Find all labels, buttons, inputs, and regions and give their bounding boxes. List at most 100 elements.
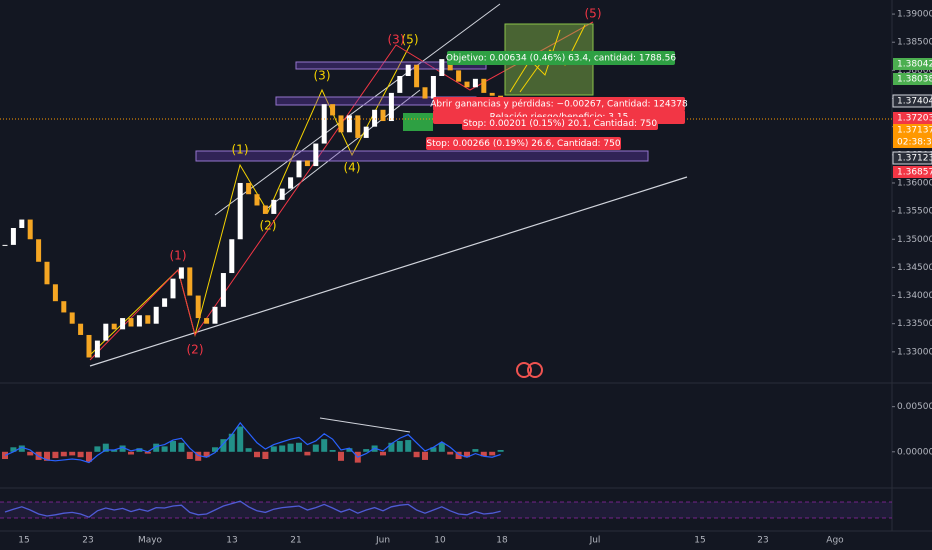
histogram-bar <box>304 451 311 456</box>
order-label: Objetivo: 0.00634 (0.46%) 63.4, cantidad… <box>446 54 676 64</box>
y-tick-label: 1.33500 <box>897 319 932 329</box>
x-tick-label: 15 <box>18 536 29 546</box>
histogram-bar <box>228 433 235 452</box>
candle <box>472 78 478 88</box>
position-box <box>403 113 433 131</box>
wave-label: (5) <box>402 33 419 47</box>
histogram-bar <box>237 426 244 452</box>
y-tick-label: 1.38500 <box>897 38 932 48</box>
order-label: Stop: 0.00266 (0.19%) 26.6, Cantidad: 75… <box>426 139 620 149</box>
candle <box>456 70 462 82</box>
y-tick-label: 1.35000 <box>897 235 932 245</box>
candle <box>162 298 168 307</box>
candle <box>136 315 142 327</box>
histogram-bar <box>396 440 403 452</box>
histogram-bar <box>497 449 504 452</box>
histogram-bar <box>144 451 151 454</box>
y-tick-label: 1.33000 <box>897 347 932 357</box>
y-tick-label: 0.00000 <box>897 447 932 457</box>
wave-label: (1) <box>170 249 187 263</box>
candle <box>279 188 285 200</box>
y-tick-label: 1.36000 <box>897 178 932 188</box>
histogram-bar <box>455 451 462 460</box>
candle <box>178 267 184 279</box>
histogram-bar <box>220 439 227 452</box>
histogram-bar <box>86 451 92 462</box>
rsi-line <box>4 500 501 518</box>
histogram-bar <box>178 442 185 452</box>
order-box <box>447 51 675 65</box>
histogram-bar <box>287 443 294 452</box>
histogram-bar <box>312 444 319 452</box>
price-tag-label: 02:38:36 <box>897 138 932 148</box>
histogram-bar <box>405 440 412 452</box>
candle <box>170 278 176 299</box>
price-tag <box>893 112 932 124</box>
wave-label: (3) <box>388 33 405 47</box>
wave-label: (2) <box>187 343 204 357</box>
histogram-bar <box>338 451 344 461</box>
x-tick-label: 23 <box>82 536 93 546</box>
price-tag-label: 1.37203 <box>897 114 932 124</box>
histogram-bar <box>296 442 302 452</box>
x-tick-label: 13 <box>226 536 237 546</box>
candle <box>195 295 201 319</box>
price-tag <box>893 136 932 148</box>
x-tick-label: 21 <box>290 536 301 546</box>
histogram-bar <box>254 451 260 458</box>
price-tag <box>892 94 932 108</box>
x-tick-label: 15 <box>694 536 705 546</box>
histogram-bar <box>60 451 67 457</box>
histogram-bar <box>52 451 59 459</box>
trend-line <box>89 176 688 367</box>
zone <box>195 150 649 162</box>
candle <box>246 182 252 195</box>
x-tick-label: Mayo <box>138 536 163 546</box>
candle <box>355 115 361 138</box>
candle <box>439 59 445 76</box>
candle <box>36 239 42 262</box>
candle <box>204 318 210 324</box>
histogram-bar <box>329 449 336 452</box>
candle <box>120 318 126 330</box>
x-tick-label: Ago <box>826 536 844 546</box>
candle <box>111 323 117 330</box>
histogram-bar <box>438 442 445 452</box>
histogram-bar <box>422 451 428 460</box>
order-box <box>433 97 685 111</box>
trend-line <box>214 3 501 216</box>
candle <box>229 239 235 274</box>
histogram-bar <box>279 445 286 452</box>
histogram-bar <box>472 449 479 452</box>
candle <box>489 92 495 96</box>
histogram-bar <box>346 448 353 452</box>
histogram-bar <box>119 445 126 452</box>
price-tag <box>893 73 932 85</box>
candle <box>103 323 109 341</box>
candle <box>2 244 8 246</box>
candle <box>363 126 369 138</box>
candle <box>271 199 277 214</box>
candle <box>220 273 226 307</box>
histogram-bar <box>170 440 176 452</box>
histogram-bar <box>388 442 395 452</box>
candle <box>296 160 302 178</box>
candle <box>321 104 327 144</box>
histogram-bar <box>413 451 420 458</box>
candle <box>313 143 319 167</box>
candle <box>27 219 33 240</box>
divergence-line <box>319 417 411 433</box>
candle <box>430 76 436 99</box>
candle <box>464 81 470 88</box>
price-tag-label: 1.37137 <box>897 126 932 136</box>
candle <box>330 104 336 116</box>
candle <box>388 92 394 122</box>
candle <box>78 323 84 335</box>
candle <box>212 306 218 324</box>
price-tag <box>893 166 932 178</box>
order-label: Stop: 0.00201 (0.15%) 20.1, Cantidad: 75… <box>463 119 657 129</box>
price-tag <box>893 58 932 70</box>
